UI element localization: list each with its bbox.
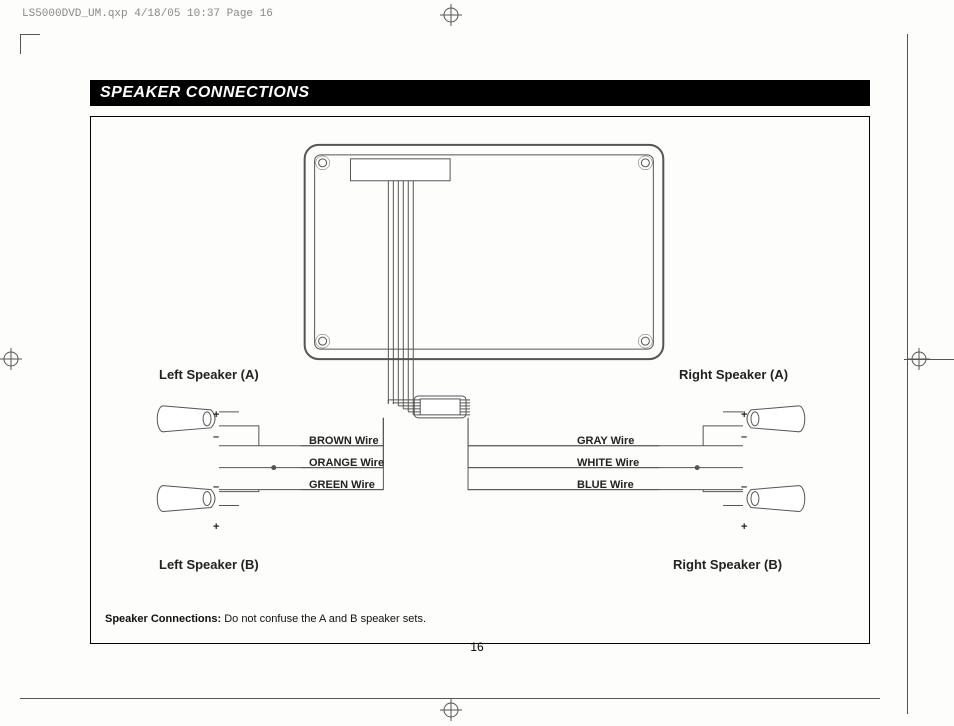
footnote-label: Speaker Connections: <box>105 613 221 625</box>
registration-mark-top <box>440 4 462 26</box>
wire-label-brown: BROWN Wire <box>309 435 379 447</box>
section-header: SPEAKER CONNECTIONS <box>90 80 870 106</box>
label-right-speaker-b: Right Speaker (B) <box>673 557 782 572</box>
polarity-lb-plus: + <box>213 521 219 533</box>
crop-mark-tl <box>20 34 40 54</box>
wire-label-orange: ORANGE Wire <box>309 457 384 469</box>
registration-hline-right <box>904 359 954 360</box>
page-root: LS5000DVD_UM.qxp 4/18/05 10:37 Page 16 S… <box>0 0 954 717</box>
wire-label-green: GREEN Wire <box>309 479 375 491</box>
crop-mark-right <box>907 34 908 714</box>
label-right-speaker-a: Right Speaker (A) <box>679 367 788 382</box>
registration-mark-bottom <box>440 699 462 721</box>
polarity-la-minus: – <box>213 431 219 443</box>
wire-label-blue: BLUE Wire <box>577 479 634 491</box>
page-number: 16 <box>0 640 954 654</box>
polarity-rb-minus: – <box>741 481 747 493</box>
registration-mark-left <box>0 348 22 370</box>
polarity-ra-minus: – <box>741 431 747 443</box>
polarity-rb-plus: + <box>741 521 747 533</box>
footnote-text: Do not confuse the A and B speaker sets. <box>221 613 426 625</box>
file-info: LS5000DVD_UM.qxp 4/18/05 10:37 Page 16 <box>22 8 273 20</box>
polarity-lb-minus: – <box>213 481 219 493</box>
polarity-la-plus: + <box>213 409 219 421</box>
label-left-speaker-b: Left Speaker (B) <box>159 557 259 572</box>
footnote: Speaker Connections: Do not confuse the … <box>105 613 426 625</box>
polarity-ra-plus: + <box>741 409 747 421</box>
content-area: SPEAKER CONNECTIONS Left Speaker (A) Rig… <box>90 80 870 644</box>
label-left-speaker-a: Left Speaker (A) <box>159 367 259 382</box>
wire-label-white: WHITE Wire <box>577 457 639 469</box>
wire-label-gray: GRAY Wire <box>577 435 634 447</box>
wiring-diagram: Left Speaker (A) Right Speaker (A) Left … <box>90 116 870 644</box>
